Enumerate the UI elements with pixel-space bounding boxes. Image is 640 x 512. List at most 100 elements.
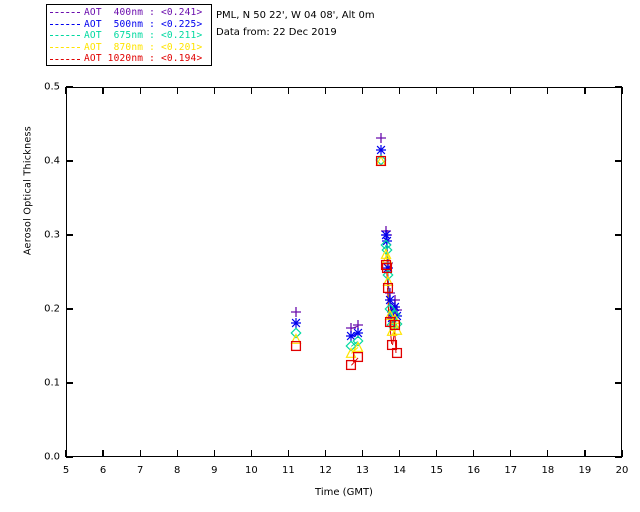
y-tick-right	[615, 382, 622, 384]
x-tick-label: 17	[504, 465, 518, 476]
x-tick-top	[361, 87, 364, 94]
x-tick	[139, 450, 141, 457]
data-point-asterisk	[375, 144, 386, 155]
x-tick	[584, 450, 586, 457]
x-tick-label: 14	[393, 465, 406, 476]
data-point-square	[291, 340, 302, 352]
data-point-plus	[353, 320, 364, 331]
legend-dash-icon	[50, 35, 80, 37]
y-tick-right	[615, 86, 622, 88]
data-point-triangle	[375, 155, 387, 167]
x-tick-label: 19	[578, 465, 592, 476]
series-line-mid-2	[351, 332, 359, 338]
series-line-mid-3	[351, 340, 359, 347]
data-point-plus	[375, 133, 386, 144]
x-tick	[547, 450, 549, 457]
x-tick-top	[547, 87, 549, 94]
x-tick-label: 11	[282, 465, 295, 476]
y-tick	[66, 456, 73, 458]
x-tick	[436, 450, 438, 457]
legend-item-4: AOT 870nm : <0.201>	[50, 42, 208, 54]
data-point-diamond	[375, 153, 387, 166]
data-point-square	[391, 348, 402, 359]
legend-item-label: AOT 675nm : <0.211>	[84, 30, 203, 42]
x-tick	[621, 450, 623, 457]
x-tick-label: 20	[615, 465, 629, 476]
data-date: Data from: 22 Dec 2019	[216, 27, 337, 38]
x-tick-top	[436, 87, 438, 94]
y-tick	[66, 382, 73, 384]
y-tick	[66, 86, 73, 88]
legend-item-2: AOT 500nm : <0.225>	[50, 19, 208, 31]
plot-area	[65, 86, 623, 458]
x-tick	[102, 450, 104, 457]
y-tick-label: 0.0	[44, 451, 60, 463]
y-tick-label: 0.3	[44, 229, 60, 241]
y-tick	[66, 234, 73, 236]
x-tick-top	[65, 87, 67, 94]
x-tick	[176, 450, 178, 457]
x-tick-top	[287, 87, 289, 94]
plot-frame	[66, 87, 622, 457]
y-tick	[66, 308, 73, 310]
series-line-mid-4	[351, 347, 359, 355]
legend-dash-icon	[50, 23, 80, 25]
x-tick	[324, 450, 327, 457]
x-tick-top	[176, 87, 178, 94]
data-point-triangle	[290, 332, 302, 344]
y-tick	[66, 160, 73, 162]
x-tick-label: 5	[62, 465, 70, 476]
legend-dash-icon	[50, 12, 80, 14]
legend-item-label: AOT 500nm : <0.225>	[84, 18, 203, 30]
x-tick-label: 6	[99, 465, 107, 476]
legend-dash-icon	[50, 58, 80, 60]
legend-item-label: AOT 400nm : <0.241>	[84, 7, 203, 19]
y-tick-label: 0.1	[44, 377, 60, 389]
x-tick	[399, 450, 401, 457]
x-tick-label: 18	[541, 465, 555, 476]
series-line-mid-5	[351, 357, 359, 366]
y-tick-label: 0.2	[44, 303, 60, 315]
x-tick-top	[584, 87, 586, 94]
legend-item-3: AOT 675nm : <0.211>	[50, 30, 208, 42]
y-tick-right	[615, 160, 622, 162]
chart-title-block: PML, N 50 22', W 04 08', Alt 0m Data fro…	[216, 7, 375, 41]
y-tick-label: 0.5	[44, 81, 60, 93]
x-tick-top	[473, 87, 475, 94]
y-tick-label: 0.4	[44, 155, 60, 167]
x-tick-top	[102, 87, 104, 94]
y-axis-title-wrap: Aerosol Optical Thickness	[0, 0, 34, 255]
x-tick-top	[139, 87, 141, 94]
legend-item-label: AOT 870nm : <0.201>	[84, 41, 203, 53]
y-tick-right	[615, 308, 622, 310]
x-tick-label: 15	[430, 465, 444, 476]
legend-item-label: AOT 1020nm : <0.194>	[84, 53, 203, 65]
x-tick	[361, 450, 364, 457]
x-tick-top	[621, 87, 623, 94]
legend-item-5: AOT 1020nm : <0.194>	[50, 53, 208, 65]
legend-item-1: AOT 400nm : <0.241>	[50, 7, 208, 19]
x-tick	[65, 450, 67, 457]
x-tick	[287, 450, 289, 457]
y-tick-right	[615, 456, 622, 458]
x-tick-top	[324, 87, 327, 94]
x-axis-title: Time (GMT)	[315, 487, 373, 498]
x-tick	[473, 450, 475, 457]
x-tick-label: 13	[356, 465, 369, 476]
x-tick-top	[399, 87, 401, 94]
x-tick	[510, 450, 512, 457]
x-tick	[250, 450, 252, 457]
series-line-mid-1	[351, 325, 359, 329]
x-tick-label: 10	[244, 465, 258, 476]
x-tick-top	[510, 87, 512, 94]
x-tick	[213, 450, 215, 457]
x-tick-top	[250, 87, 252, 94]
x-tick-label: 7	[136, 465, 144, 476]
x-tick-label: 12	[319, 465, 332, 476]
data-point-square	[375, 155, 386, 167]
x-tick-label: 9	[211, 465, 218, 476]
data-point-diamond	[290, 327, 302, 339]
data-point-asterisk	[291, 318, 302, 329]
x-tick-top	[213, 87, 215, 94]
